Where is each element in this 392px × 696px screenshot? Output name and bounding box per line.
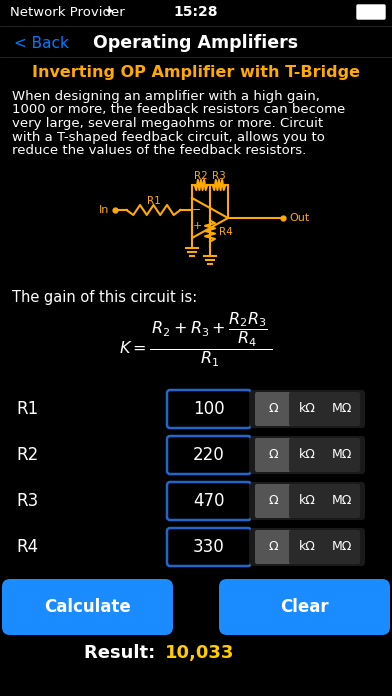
Text: R2: R2 <box>16 446 38 464</box>
Text: 15:28: 15:28 <box>174 5 218 19</box>
FancyBboxPatch shape <box>167 436 251 474</box>
FancyBboxPatch shape <box>167 390 251 428</box>
Text: MΩ: MΩ <box>331 494 352 507</box>
Text: with a T-shaped feedback circuit, allows you to: with a T-shaped feedback circuit, allows… <box>12 131 325 143</box>
Text: Inverting OP Amplifier with T-Bridge: Inverting OP Amplifier with T-Bridge <box>32 65 360 79</box>
Text: MΩ: MΩ <box>331 448 352 461</box>
FancyBboxPatch shape <box>323 438 360 472</box>
FancyBboxPatch shape <box>255 530 292 564</box>
FancyBboxPatch shape <box>323 484 360 518</box>
Text: R1: R1 <box>147 196 160 206</box>
FancyBboxPatch shape <box>255 438 292 472</box>
Text: Network Provider: Network Provider <box>10 6 125 19</box>
FancyBboxPatch shape <box>289 392 326 426</box>
FancyBboxPatch shape <box>289 438 326 472</box>
Text: R3: R3 <box>212 171 226 181</box>
FancyBboxPatch shape <box>167 482 251 520</box>
Text: −: − <box>192 205 202 215</box>
Text: 10,033: 10,033 <box>165 644 234 662</box>
FancyBboxPatch shape <box>219 579 390 635</box>
FancyBboxPatch shape <box>250 390 365 428</box>
Text: ✦: ✦ <box>105 7 114 17</box>
FancyBboxPatch shape <box>289 484 326 518</box>
Text: 330: 330 <box>193 538 225 556</box>
Text: kΩ: kΩ <box>299 402 316 416</box>
Text: 100: 100 <box>193 400 225 418</box>
Text: kΩ: kΩ <box>299 494 316 507</box>
Text: MΩ: MΩ <box>331 402 352 416</box>
Text: R4: R4 <box>219 227 233 237</box>
Text: In: In <box>99 205 109 215</box>
Text: reduce the values of the feedback resistors.: reduce the values of the feedback resist… <box>12 144 306 157</box>
Text: Operating Amplifiers: Operating Amplifiers <box>93 34 299 52</box>
Text: Ω: Ω <box>269 494 278 507</box>
Text: Ω: Ω <box>269 541 278 553</box>
Text: 220: 220 <box>193 446 225 464</box>
FancyBboxPatch shape <box>255 392 292 426</box>
Text: R4: R4 <box>16 538 38 556</box>
Text: very large, several megaohms or more. Circuit: very large, several megaohms or more. Ci… <box>12 117 323 130</box>
Text: MΩ: MΩ <box>331 541 352 553</box>
Text: Clear: Clear <box>280 598 329 616</box>
Text: 470: 470 <box>193 492 225 510</box>
FancyBboxPatch shape <box>323 530 360 564</box>
FancyBboxPatch shape <box>323 392 360 426</box>
Text: The gain of this circuit is:: The gain of this circuit is: <box>12 290 197 305</box>
FancyBboxPatch shape <box>250 482 365 520</box>
FancyBboxPatch shape <box>357 5 385 19</box>
Text: R3: R3 <box>16 492 38 510</box>
Text: kΩ: kΩ <box>299 541 316 553</box>
FancyBboxPatch shape <box>167 528 251 566</box>
FancyBboxPatch shape <box>2 579 173 635</box>
Text: +: + <box>192 221 202 231</box>
Text: Ω: Ω <box>269 448 278 461</box>
Text: R1: R1 <box>16 400 38 418</box>
Text: kΩ: kΩ <box>299 448 316 461</box>
Text: < Back: < Back <box>14 35 69 51</box>
Text: Calculate: Calculate <box>44 598 131 616</box>
Text: 1000 or more, the feedback resistors can become: 1000 or more, the feedback resistors can… <box>12 104 345 116</box>
FancyBboxPatch shape <box>250 528 365 566</box>
FancyBboxPatch shape <box>289 530 326 564</box>
Text: Ω: Ω <box>269 402 278 416</box>
Text: Out: Out <box>289 213 309 223</box>
Text: $K = \dfrac{\,R_2 + R_3 + \dfrac{R_2 R_3}{R_4}\,}{R_1}$: $K = \dfrac{\,R_2 + R_3 + \dfrac{R_2 R_3… <box>119 311 273 369</box>
Text: When designing an amplifier with a high gain,: When designing an amplifier with a high … <box>12 90 320 103</box>
FancyBboxPatch shape <box>250 436 365 474</box>
Text: Result:: Result: <box>85 644 162 662</box>
FancyBboxPatch shape <box>255 484 292 518</box>
Text: R2: R2 <box>194 171 208 181</box>
